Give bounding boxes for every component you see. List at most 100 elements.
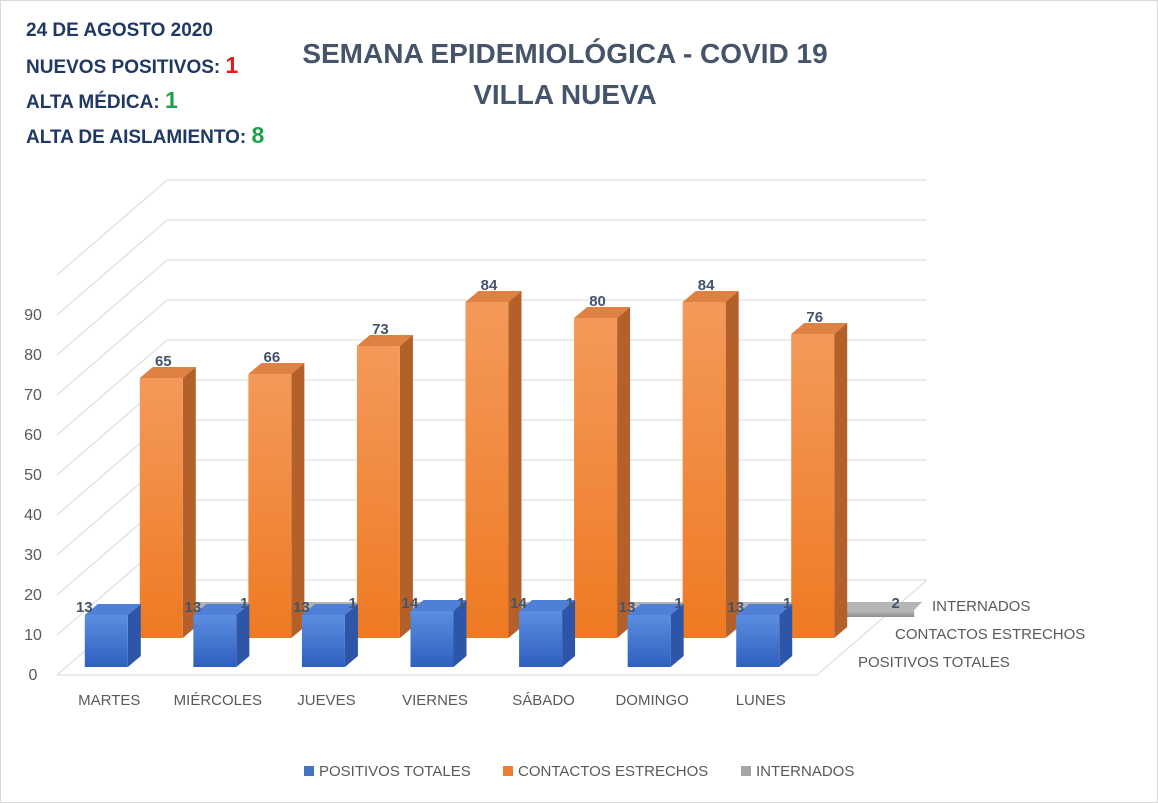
data-label-positivos: 13 — [293, 599, 310, 616]
bar-positivos-side — [127, 604, 141, 667]
bar-contactos-top — [574, 307, 631, 318]
data-label-contactos: 73 — [372, 321, 389, 338]
data-label-contactos: 84 — [481, 277, 498, 294]
gridline-diagonal — [56, 259, 168, 356]
alta-aislamiento-value: 8 — [251, 122, 265, 148]
data-label-internados: 1 — [240, 595, 248, 612]
alta-medica: ALTA MÉDICA: 1 — [26, 87, 178, 114]
y-tick-label: 40 — [24, 507, 42, 524]
bar-contactos-side — [617, 307, 631, 638]
alta-aislamiento-label: ALTA DE AISLAMIENTO: — [26, 127, 247, 148]
bar-contactos-side — [291, 363, 305, 638]
legend-label-internados: INTERNADOS — [756, 763, 855, 780]
data-label-contactos: 76 — [806, 309, 823, 326]
nuevos-positivos-label: NUEVOS POSITIVOS: — [26, 57, 221, 78]
report-date: 24 DE AGOSTO 2020 — [26, 20, 213, 41]
data-label-positivos: 14 — [510, 595, 527, 612]
bar-contactos — [574, 318, 618, 638]
y-tick-label: 60 — [24, 427, 42, 444]
bar-contactos-top — [139, 367, 196, 378]
x-tick-label: SÁBADO — [512, 692, 575, 709]
y-tick-label: 80 — [24, 347, 42, 364]
bar-positivos-top — [301, 604, 358, 615]
bar-positivos-top — [84, 604, 141, 615]
bar-contactos-side — [399, 335, 413, 638]
bar-contactos-side — [182, 367, 196, 638]
x-tick-label: VIERNES — [402, 692, 468, 709]
bar-contactos-top — [356, 335, 413, 346]
legend-label-contactos: CONTACTOS ESTRECHOS — [518, 763, 709, 780]
bar-positivos-side — [779, 604, 793, 667]
alta-medica-label: ALTA MÉDICA: — [26, 92, 160, 113]
data-label-internados: 1 — [349, 595, 357, 612]
floor-right-edge — [816, 579, 928, 676]
bar-contactos — [682, 302, 726, 638]
bar-positivos-top — [736, 604, 793, 615]
x-tick-label: MARTES — [78, 692, 140, 709]
data-label-positivos: 13 — [76, 599, 93, 616]
bar-contactos — [248, 374, 292, 638]
y-tick-label: 20 — [24, 587, 42, 604]
bar-positivos-top — [193, 604, 250, 615]
bar-contactos-top — [682, 291, 739, 302]
legend-swatch-contactos — [503, 766, 513, 776]
y-tick-label: 0 — [29, 667, 38, 684]
y-tick-label: 10 — [24, 627, 42, 644]
x-tick-label: MIÉRCOLES — [174, 692, 262, 709]
bar-contactos — [356, 346, 400, 638]
nuevos-positivos: NUEVOS POSITIVOS: 1 — [26, 52, 238, 79]
depth-axis-label: CONTACTOS ESTRECHOS — [895, 626, 1085, 643]
bar-positivos-side — [562, 600, 576, 667]
alta-aislamiento: ALTA DE AISLAMIENTO: 8 — [26, 122, 264, 149]
bar-positivos-top — [627, 604, 684, 615]
depth-axis-label: POSITIVOS TOTALES — [858, 654, 1010, 671]
data-label-internados: 1 — [566, 595, 574, 612]
x-tick-label: JUEVES — [297, 692, 355, 709]
legend-item-internados: INTERNADOS — [741, 763, 854, 780]
bar-contactos-top — [791, 323, 848, 334]
data-label-contactos: 80 — [589, 293, 606, 310]
bar-positivos-side — [344, 604, 358, 667]
data-label-positivos: 13 — [185, 599, 202, 616]
chart-title: SEMANA EPIDEMIOLÓGICA - COVID 19 — [302, 38, 828, 69]
bar-positivos-top — [410, 600, 467, 611]
legend-item-positivos: POSITIVOS TOTALES — [304, 763, 471, 780]
data-label-contactos: 65 — [155, 353, 172, 370]
bar-positivos — [736, 615, 780, 667]
legend-label-positivos: POSITIVOS TOTALES — [319, 763, 471, 780]
bar-contactos-top — [248, 363, 305, 374]
bar-contactos — [139, 378, 183, 638]
nuevos-positivos-value: 1 — [225, 52, 239, 78]
bar-positivos-side — [453, 600, 467, 667]
alta-medica-value: 1 — [164, 87, 178, 113]
chart-subtitle: VILLA NUEVA — [473, 79, 657, 110]
data-label-positivos: 13 — [727, 599, 744, 616]
legend-item-contactos: CONTACTOS ESTRECHOS — [503, 763, 708, 780]
bar-positivos — [627, 615, 671, 667]
x-tick-label: DOMINGO — [615, 692, 688, 709]
bar-positivos-top — [519, 600, 576, 611]
gridline-diagonal — [56, 339, 168, 436]
bar-contactos-side — [725, 291, 739, 638]
data-label-positivos: 14 — [402, 595, 419, 612]
gridline-diagonal — [56, 219, 168, 316]
bar-positivos-side — [670, 604, 684, 667]
legend-swatch-positivos — [304, 766, 314, 776]
x-tick-label: LUNES — [736, 692, 786, 709]
bar-contactos-side — [834, 323, 848, 638]
bar-positivos — [193, 615, 237, 667]
y-tick-label: 30 — [24, 547, 42, 564]
data-label-contactos: 66 — [264, 349, 281, 366]
depth-axis-label: INTERNADOS — [932, 598, 1030, 615]
y-tick-label: 70 — [24, 387, 42, 404]
bar-positivos — [519, 611, 563, 667]
bar-positivos-side — [236, 604, 250, 667]
data-label-internados: 1 — [457, 595, 465, 612]
data-label-positivos: 13 — [619, 599, 636, 616]
bar-contactos — [791, 334, 835, 638]
bar-internados — [821, 610, 915, 617]
data-label-contactos: 84 — [698, 277, 715, 294]
gridline-diagonal — [56, 299, 168, 396]
bar-contactos-side — [508, 291, 522, 638]
